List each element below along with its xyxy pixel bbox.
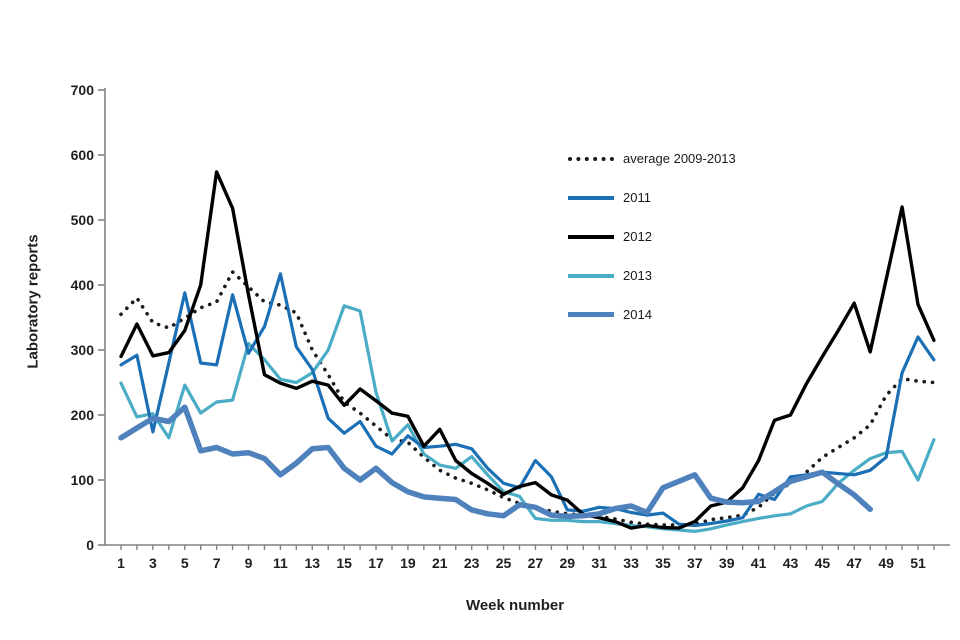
- x-tick-label: 27: [528, 555, 544, 571]
- x-tick-label: 7: [213, 555, 221, 571]
- series-line-2011: [119, 272, 936, 528]
- legend-label-average: average 2009-2013: [623, 151, 736, 166]
- x-tick-label: 35: [655, 555, 671, 571]
- series-line-2012: [119, 170, 936, 530]
- x-tick-label: 47: [846, 555, 862, 571]
- x-tick-label: 45: [815, 555, 831, 571]
- legend-item-2012: 2012: [568, 217, 736, 256]
- legend-sample-2011: [568, 195, 614, 200]
- x-tick-label: 25: [496, 555, 512, 571]
- x-tick-label: 15: [336, 555, 352, 571]
- x-tick-label: 17: [368, 555, 384, 571]
- x-tick-label: 1: [117, 555, 125, 571]
- legend-sample-2012: [568, 234, 614, 239]
- x-tick-label: 13: [304, 555, 320, 571]
- x-tick-label: 21: [432, 555, 448, 571]
- y-tick-label: 600: [71, 147, 95, 163]
- x-tick-label: 41: [751, 555, 767, 571]
- x-tick-label: 37: [687, 555, 703, 571]
- x-tick-label: 3: [149, 555, 157, 571]
- legend-label-2014: 2014: [623, 307, 652, 322]
- x-axis-title: Week number: [465, 597, 565, 614]
- y-tick-label: 100: [71, 472, 95, 488]
- legend-item-average: average 2009-2013: [568, 139, 736, 178]
- series-line-average-2009-2013: [119, 270, 936, 527]
- x-tick-label: 29: [560, 555, 576, 571]
- x-tick-label: 9: [245, 555, 253, 571]
- legend-sample-2014: [568, 312, 614, 317]
- x-tick-label: 33: [623, 555, 639, 571]
- legend-label-2013: 2013: [623, 268, 652, 283]
- y-tick-label: 300: [71, 342, 95, 358]
- x-tick-label: 43: [783, 555, 799, 571]
- y-tick-label: 400: [71, 277, 95, 293]
- y-tick-label: 700: [71, 82, 95, 98]
- x-tick-label: 23: [464, 555, 480, 571]
- x-tick-label: 39: [719, 555, 735, 571]
- y-axis-title: Laboratory reports: [24, 234, 42, 369]
- x-tick-label: 49: [878, 555, 894, 571]
- y-tick-label: 200: [71, 407, 95, 423]
- legend-sample-2013: [568, 273, 614, 278]
- x-tick-label: 5: [181, 555, 189, 571]
- legend-sample-average: [568, 156, 614, 161]
- x-tick-label: 51: [910, 555, 926, 571]
- y-tick-label: 0: [86, 537, 94, 553]
- legend-label-2012: 2012: [623, 229, 652, 244]
- x-tick-label: 19: [400, 555, 416, 571]
- legend-label-2011: 2011: [623, 190, 651, 205]
- series-line-2014: [118, 404, 873, 520]
- series-line-2013: [119, 304, 936, 534]
- legend-item-2013: 2013: [568, 256, 736, 295]
- x-tick-label: 31: [591, 555, 607, 571]
- chart-legend: average 2009-2013 2011 2012 2013 2014: [568, 139, 736, 334]
- legend-item-2014: 2014: [568, 295, 736, 334]
- legend-item-2011: 2011: [568, 178, 736, 217]
- x-tick-label: 11: [273, 555, 288, 571]
- y-tick-label: 500: [71, 212, 95, 228]
